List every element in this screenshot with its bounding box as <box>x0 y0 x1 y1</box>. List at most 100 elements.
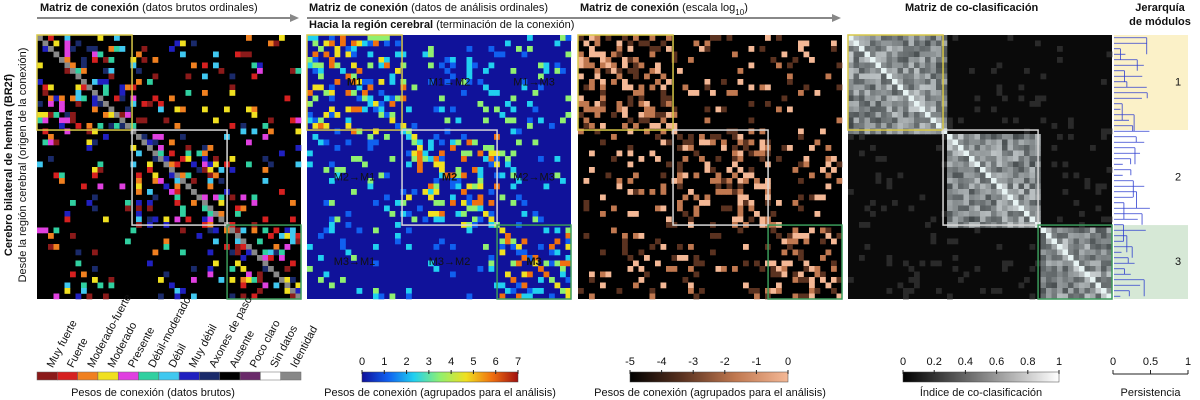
matrix-cell <box>671 57 678 63</box>
matrix-cell <box>974 216 981 223</box>
matrix-cell <box>406 194 412 201</box>
matrix-cell <box>191 40 197 47</box>
matrix-cell <box>836 84 843 91</box>
matrix-cell <box>207 216 214 223</box>
matrix-cell <box>671 112 678 118</box>
matrix-cell <box>908 51 915 58</box>
matrix-cell <box>367 178 374 184</box>
matrix-cell <box>710 90 716 96</box>
matrix-cell <box>345 222 352 228</box>
matrix-cell <box>914 95 920 102</box>
matrix-cell <box>1106 255 1113 261</box>
matrix-cell <box>770 271 777 278</box>
matrix-cell <box>367 35 374 41</box>
matrix-cell <box>980 200 986 206</box>
matrix-cell <box>897 106 904 113</box>
matrix-cell <box>688 189 694 195</box>
matrix-cell <box>1073 249 1080 256</box>
matrix-cell <box>42 139 49 146</box>
matrix-cell <box>903 128 909 135</box>
matrix-cell <box>875 79 882 85</box>
matrix-cell <box>439 139 445 146</box>
matrix-cell <box>974 95 981 102</box>
matrix-cell <box>1029 183 1036 190</box>
matrix-cell <box>290 117 296 124</box>
matrix-cell <box>649 112 656 118</box>
matrix-cell <box>1040 293 1047 300</box>
matrix-cell <box>919 40 926 47</box>
matrix-cell <box>307 35 313 41</box>
matrix-cell <box>108 282 115 289</box>
matrix-cell <box>1040 117 1047 124</box>
matrix-cell <box>726 205 733 212</box>
matrix-cell <box>268 266 274 272</box>
matrix-cell <box>781 260 788 267</box>
matrix-cell <box>859 150 865 157</box>
matrix-cell <box>356 288 363 294</box>
matrix-cell <box>191 62 197 69</box>
matrix-cell <box>886 68 893 74</box>
matrix-cell <box>37 112 43 118</box>
matrix-cell <box>1073 233 1080 239</box>
matrix-cell <box>185 156 192 162</box>
matrix-cell <box>81 68 87 74</box>
matrix-cell <box>671 178 678 184</box>
matrix-cell <box>1106 227 1113 234</box>
matrix-cell <box>638 266 645 272</box>
matrix-cell <box>985 189 992 195</box>
matrix-cell <box>638 233 645 239</box>
matrix-cell <box>947 117 953 124</box>
matrix-cell <box>991 288 997 294</box>
matrix-cell <box>732 134 738 140</box>
matrix-cell <box>516 194 522 201</box>
matrix-cell <box>947 150 953 157</box>
matrix-cell <box>439 106 445 113</box>
matrix-cell <box>914 271 920 278</box>
matrix-cell <box>682 255 689 261</box>
matrix-cell <box>952 134 959 140</box>
matrix-cell <box>985 211 992 217</box>
matrix-cell <box>892 68 898 74</box>
matrix-cell <box>400 79 407 85</box>
matrix-cell <box>92 79 98 85</box>
matrix-cell <box>859 57 865 63</box>
matrix-cell <box>1013 205 1019 212</box>
matrix-cell <box>980 211 986 217</box>
matrix-cell <box>958 194 964 201</box>
matrix-cell <box>213 172 219 179</box>
matrix-cell <box>732 90 738 96</box>
matrix-cell <box>295 161 302 168</box>
matrix-cell <box>622 106 628 113</box>
matrix-cell <box>996 189 1003 195</box>
matrix-cell <box>279 150 285 157</box>
matrix-cell <box>693 150 700 157</box>
matrix-cell <box>770 211 777 217</box>
matrix-cell <box>136 216 142 223</box>
matrix-cell <box>1018 211 1025 217</box>
matrix-cell <box>600 95 606 102</box>
matrix-cell <box>1095 183 1102 190</box>
matrix-cell <box>743 244 749 250</box>
matrix-cell <box>704 200 711 206</box>
matrix-cell <box>318 277 324 283</box>
matrix-cell <box>279 189 285 195</box>
matrix-cell <box>510 260 517 267</box>
legend-swatch <box>260 371 281 381</box>
matrix-cell <box>114 35 120 41</box>
matrix-cell <box>666 161 672 168</box>
matrix-cell <box>941 101 948 107</box>
matrix-cell <box>229 123 236 129</box>
matrix-cell <box>1018 167 1025 173</box>
matrix-cell <box>671 255 678 261</box>
matrix-cell <box>936 123 942 129</box>
matrix-cell <box>848 35 854 41</box>
matrix-cell <box>334 172 341 179</box>
matrix-cell <box>682 156 689 162</box>
matrix-cell <box>103 79 109 85</box>
matrix-cell <box>334 62 341 69</box>
matrix-cell <box>1051 238 1058 245</box>
matrix-cell <box>919 84 926 91</box>
matrix-cell <box>699 260 705 267</box>
matrix-cell <box>914 84 920 91</box>
matrix-cell <box>930 123 937 129</box>
